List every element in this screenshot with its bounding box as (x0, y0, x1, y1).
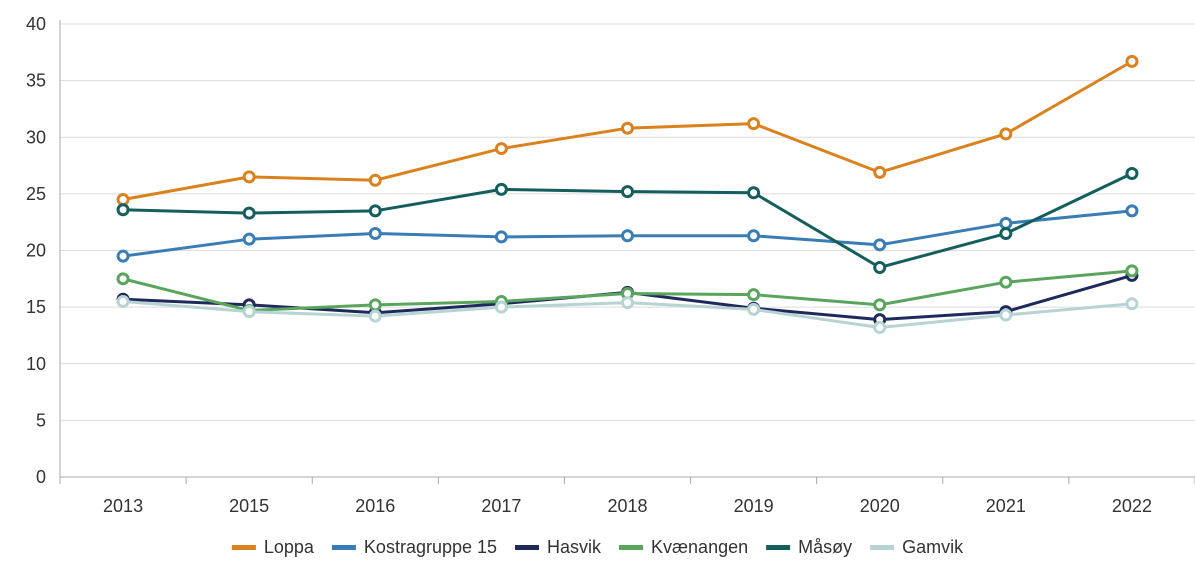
data-point (368, 298, 382, 312)
legend-label: Kvænangen (651, 537, 748, 557)
data-point (873, 238, 887, 252)
data-point (1125, 297, 1139, 311)
x-tick-label: 2022 (1112, 496, 1152, 516)
series-loppa (116, 54, 1139, 207)
x-tick-label: 2021 (986, 496, 1026, 516)
data-point (621, 296, 634, 310)
data-point (116, 294, 130, 308)
legend-item: Loppa (231, 537, 315, 557)
data-point (1125, 264, 1139, 278)
x-tick-label: 2018 (607, 496, 647, 516)
legend-label: Loppa (264, 537, 315, 557)
series-lines (116, 54, 1139, 335)
data-point (368, 204, 382, 218)
legend: Loppa Kostragruppe 15 Hasvik Kvænangen Måsøy… (231, 537, 964, 557)
data-point (873, 298, 887, 312)
data-point (1125, 204, 1139, 218)
data-point (242, 232, 256, 246)
data-point (116, 272, 130, 286)
y-tick-label: 15 (26, 297, 46, 317)
legend-item: Måsøy (766, 537, 852, 557)
data-point (494, 300, 508, 314)
series-måsøy (116, 166, 1139, 274)
data-point (747, 186, 761, 200)
series-gamvik (116, 294, 1139, 335)
data-point (747, 288, 761, 302)
legend-item: Kostragruppe 15 (331, 537, 497, 557)
data-point (747, 117, 761, 131)
y-tick-label: 0 (36, 467, 46, 487)
data-point (999, 275, 1013, 289)
x-tick-label: 2015 (229, 496, 269, 516)
data-point (116, 193, 130, 207)
data-point (242, 206, 256, 220)
legend-swatch (870, 545, 895, 550)
data-point (494, 230, 508, 244)
data-point (242, 305, 256, 319)
data-point (621, 229, 634, 243)
y-tick-label: 40 (26, 14, 46, 34)
axes: 0 5 10 15 20 25 30 35 40 2013 2015 2016 2017 2018 2019… (26, 14, 1195, 516)
data-point (621, 121, 634, 135)
data-point (873, 260, 887, 274)
y-tick-label: 5 (36, 410, 46, 430)
x-tick-label: 2019 (734, 496, 774, 516)
legend-item: Hasvik (515, 537, 602, 557)
data-point (873, 165, 887, 179)
legend-item: Kvænangen (619, 537, 748, 557)
legend-swatch (766, 545, 791, 550)
legend-swatch (619, 545, 644, 550)
legend-swatch (231, 545, 256, 550)
data-point (621, 185, 634, 199)
data-point (116, 249, 130, 263)
data-point (999, 227, 1013, 241)
y-tick-label: 35 (26, 71, 46, 91)
legend-label: Måsøy (798, 537, 852, 557)
y-tick-label: 10 (26, 354, 46, 374)
legend-label: Hasvik (547, 537, 602, 557)
data-point (747, 302, 761, 316)
legend-swatch (515, 545, 540, 550)
data-point (368, 173, 382, 187)
data-point (999, 216, 1013, 230)
y-tick-label: 25 (26, 184, 46, 204)
data-point (999, 308, 1013, 322)
data-point (368, 309, 382, 323)
data-point (999, 127, 1013, 141)
data-point (242, 170, 256, 184)
legend-swatch (331, 545, 356, 550)
legend-item: Gamvik (870, 537, 964, 557)
data-point (747, 229, 761, 243)
x-tick-label: 2017 (481, 496, 521, 516)
x-tick-label: 2016 (355, 496, 395, 516)
data-point (494, 182, 508, 196)
y-tick-label: 20 (26, 241, 46, 261)
x-tick-label: 2013 (103, 496, 143, 516)
legend-label: Gamvik (902, 537, 964, 557)
data-point (1125, 166, 1139, 180)
x-tick-label: 2020 (860, 496, 900, 516)
y-tick-label: 30 (26, 127, 46, 147)
data-point (116, 203, 130, 217)
data-point (873, 321, 887, 335)
data-point (1125, 54, 1139, 68)
data-point (368, 227, 382, 241)
data-point (494, 142, 508, 156)
legend-label: Kostragruppe 15 (364, 537, 497, 557)
